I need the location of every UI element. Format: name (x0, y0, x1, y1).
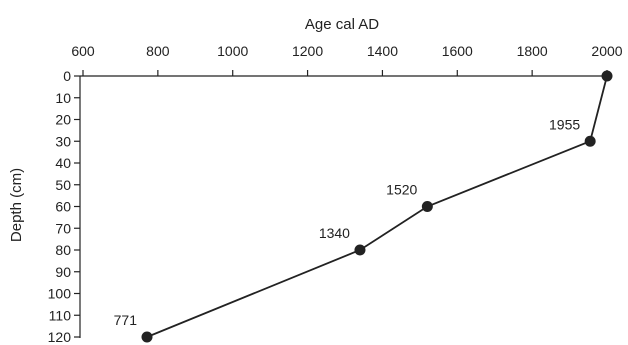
y-tick-label: 40 (55, 155, 71, 171)
x-axis-ticks: 600 800 1000 1200 1400 1600 1800 2000 (71, 43, 623, 76)
x-tick-label: 1200 (292, 43, 323, 59)
y-tick-label: 90 (55, 264, 71, 280)
data-label: 1520 (386, 182, 417, 198)
data-point (141, 331, 153, 343)
data-point (601, 70, 613, 82)
y-tick-label: 0 (63, 68, 71, 84)
data-point-labels: 1955 1520 1340 771 (114, 116, 581, 328)
data-point (584, 135, 596, 147)
x-tick-label: 600 (71, 43, 95, 59)
x-axis-title: Age cal AD (305, 16, 379, 33)
x-tick-label: 1800 (517, 43, 548, 59)
data-point (354, 244, 366, 256)
x-tick-label: 1000 (217, 43, 248, 59)
y-tick-label: 60 (55, 199, 71, 215)
series-line (146, 75, 608, 338)
data-point (421, 201, 433, 212)
y-tick-label: 100 (48, 286, 72, 302)
x-tick-label: 2000 (591, 43, 622, 59)
y-tick-label: 70 (55, 220, 71, 236)
data-label: 1955 (549, 116, 580, 132)
y-axis-title: Depth (cm) (8, 168, 25, 242)
y-tick-label: 10 (55, 90, 71, 106)
y-axis-ticks: 0 10 20 30 40 50 60 70 80 90 100 110 120 (48, 68, 80, 345)
data-points (141, 70, 613, 343)
data-label: 1340 (319, 225, 350, 241)
data-label: 771 (114, 312, 138, 328)
y-tick-label: 80 (55, 242, 71, 258)
y-tick-label: 110 (49, 307, 72, 323)
x-tick-label: 800 (146, 43, 170, 59)
y-tick-label: 30 (55, 133, 71, 149)
y-tick-label: 120 (48, 329, 72, 345)
x-tick-label: 1600 (442, 43, 473, 59)
y-tick-label: 20 (55, 112, 71, 128)
x-tick-label: 1400 (367, 43, 398, 59)
y-tick-label: 50 (55, 177, 71, 193)
